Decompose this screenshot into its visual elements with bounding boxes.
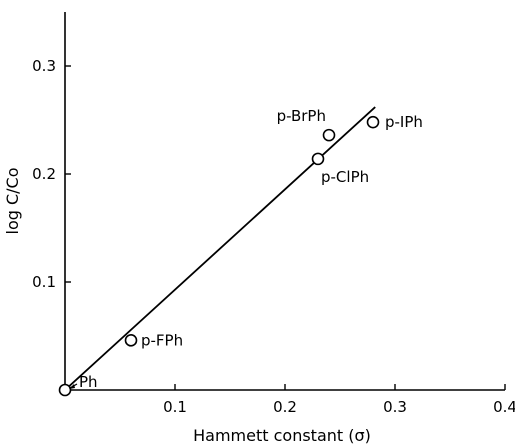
point-4 bbox=[366, 115, 380, 129]
x-tick-label-0: 0.1 bbox=[163, 398, 187, 416]
y-tick-label-2: 0.3 bbox=[32, 57, 56, 75]
y-tick-label-0: 0.1 bbox=[32, 273, 56, 291]
y-axis-label: log C/Co bbox=[3, 168, 22, 235]
point-3 bbox=[322, 128, 336, 142]
point-0 bbox=[58, 383, 72, 397]
point-label-1: p-FPh bbox=[141, 331, 183, 349]
point-2 bbox=[311, 152, 325, 166]
x-tick-label-1: 0.2 bbox=[273, 398, 297, 416]
axes bbox=[64, 12, 505, 391]
fit-line-group bbox=[64, 106, 376, 391]
point-1 bbox=[124, 334, 138, 347]
points-group bbox=[58, 115, 380, 397]
point-label-4: p-IPh bbox=[385, 113, 423, 131]
x-tick-label-3: 0.4 bbox=[493, 398, 515, 416]
fit-line bbox=[64, 106, 376, 391]
ph-arrow-head bbox=[69, 384, 75, 389]
y-tick-label-1: 0.2 bbox=[32, 165, 56, 183]
point-labels-group: Ph p-FPh p-ClPh p-BrPh p-IPh bbox=[69, 107, 423, 391]
x-tick-label-2: 0.3 bbox=[383, 398, 407, 416]
point-label-3: p-BrPh bbox=[277, 107, 326, 125]
ticks: 0.1 0.2 0.3 0.4 0.1 0.2 0.3 bbox=[32, 57, 515, 416]
point-label-2: p-ClPh bbox=[321, 168, 369, 186]
x-axis-label: Hammett constant (σ) bbox=[193, 426, 371, 445]
point-label-0: Ph bbox=[79, 373, 98, 391]
